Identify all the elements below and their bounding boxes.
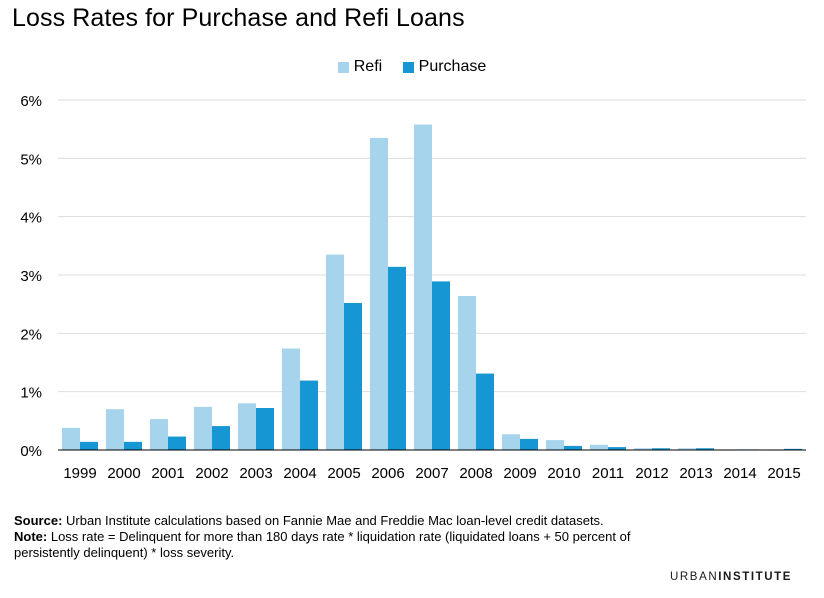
bar-purchase xyxy=(300,380,318,450)
y-tick-label: 1% xyxy=(20,385,42,402)
brand-urban: URBAN xyxy=(670,571,719,583)
bar-purchase xyxy=(784,448,802,450)
x-tick-label: 2007 xyxy=(415,465,448,482)
x-tick-label: 2000 xyxy=(107,465,140,482)
bar-refi xyxy=(106,409,124,450)
bar-refi xyxy=(62,427,80,450)
y-tick-label: 2% xyxy=(20,326,42,343)
legend-swatch-purchase xyxy=(402,61,414,73)
x-tick-label: 2002 xyxy=(195,465,228,482)
bar-purchase xyxy=(608,447,626,450)
bar-purchase xyxy=(388,266,406,450)
x-tick-label: 2006 xyxy=(371,465,404,482)
x-tick-label: 2001 xyxy=(151,465,184,482)
bar-purchase xyxy=(124,441,142,450)
bar-refi xyxy=(414,124,432,450)
bar-refi xyxy=(370,137,388,450)
legend: Refi Purchase xyxy=(0,58,824,78)
urban-institute-logo: URBANINSTITUTE xyxy=(670,571,792,583)
x-tick-label: 2015 xyxy=(767,465,800,482)
x-tick-label: 2012 xyxy=(635,465,668,482)
bar-purchase xyxy=(256,408,274,450)
x-tick-label: 2010 xyxy=(547,465,580,482)
bar-refi xyxy=(282,348,300,450)
note-line: Note: Loss rate = Delinquent for more th… xyxy=(14,529,654,561)
y-tick-label: 0% xyxy=(20,443,42,460)
bar-refi xyxy=(150,419,168,450)
x-tick-label: 2008 xyxy=(459,465,492,482)
bar-refi xyxy=(194,406,212,450)
legend-item-purchase: Purchase xyxy=(402,58,487,76)
x-tick-label: 2009 xyxy=(503,465,536,482)
y-tick-label: 6% xyxy=(20,93,42,110)
y-tick-label: 5% xyxy=(20,151,42,168)
legend-item-refi: Refi xyxy=(337,58,383,76)
x-tick-label: 2013 xyxy=(679,465,712,482)
legend-label-purchase: Purchase xyxy=(418,58,487,75)
note-label: Note: xyxy=(14,529,48,544)
bar-purchase xyxy=(564,445,582,450)
bar-purchase xyxy=(696,448,714,450)
chart-title: Loss Rates for Purchase and Refi Loans xyxy=(12,4,465,32)
x-tick-label: 2005 xyxy=(327,465,360,482)
bar-purchase xyxy=(476,373,494,450)
bar-refi xyxy=(678,448,696,450)
y-tick-label: 4% xyxy=(20,210,42,227)
bar-purchase xyxy=(80,441,98,450)
legend-label-refi: Refi xyxy=(353,58,383,75)
bar-refi xyxy=(238,403,256,450)
bar-purchase xyxy=(168,436,186,450)
bar-refi xyxy=(546,440,564,450)
y-tick-label: 3% xyxy=(20,268,42,285)
brand-institute: INSTITUTE xyxy=(718,571,793,583)
bar-chart: 0% 1% 2% 3% 4% 5% 6% 1999 2000 2001 2002 2003 2004 20… xyxy=(20,93,806,482)
x-tick-label: 1999 xyxy=(63,465,96,482)
footer-notes: Source: Urban Institute calculations bas… xyxy=(14,513,654,561)
bar-refi xyxy=(458,296,476,450)
note-text: Loss rate = Delinquent for more than 180… xyxy=(14,529,631,560)
bar-refi xyxy=(590,444,608,450)
x-tick-label: 2014 xyxy=(723,465,756,482)
source-text: Urban Institute calculations based on Fa… xyxy=(66,513,604,528)
source-label: Source: xyxy=(14,513,63,528)
bar-purchase xyxy=(212,426,230,450)
x-tick-label: 2004 xyxy=(283,465,316,482)
bar-refi xyxy=(326,254,344,450)
legend-swatch-refi xyxy=(337,61,349,73)
bar-refi xyxy=(502,434,520,450)
x-tick-label: 2011 xyxy=(592,465,624,482)
bar-refi xyxy=(634,448,652,450)
x-tick-label: 2003 xyxy=(239,465,272,482)
source-line: Source: Urban Institute calculations bas… xyxy=(14,513,654,529)
bar-purchase xyxy=(344,303,362,450)
bar-purchase xyxy=(432,281,450,450)
bar-purchase xyxy=(652,448,670,450)
bar-purchase xyxy=(520,438,538,450)
